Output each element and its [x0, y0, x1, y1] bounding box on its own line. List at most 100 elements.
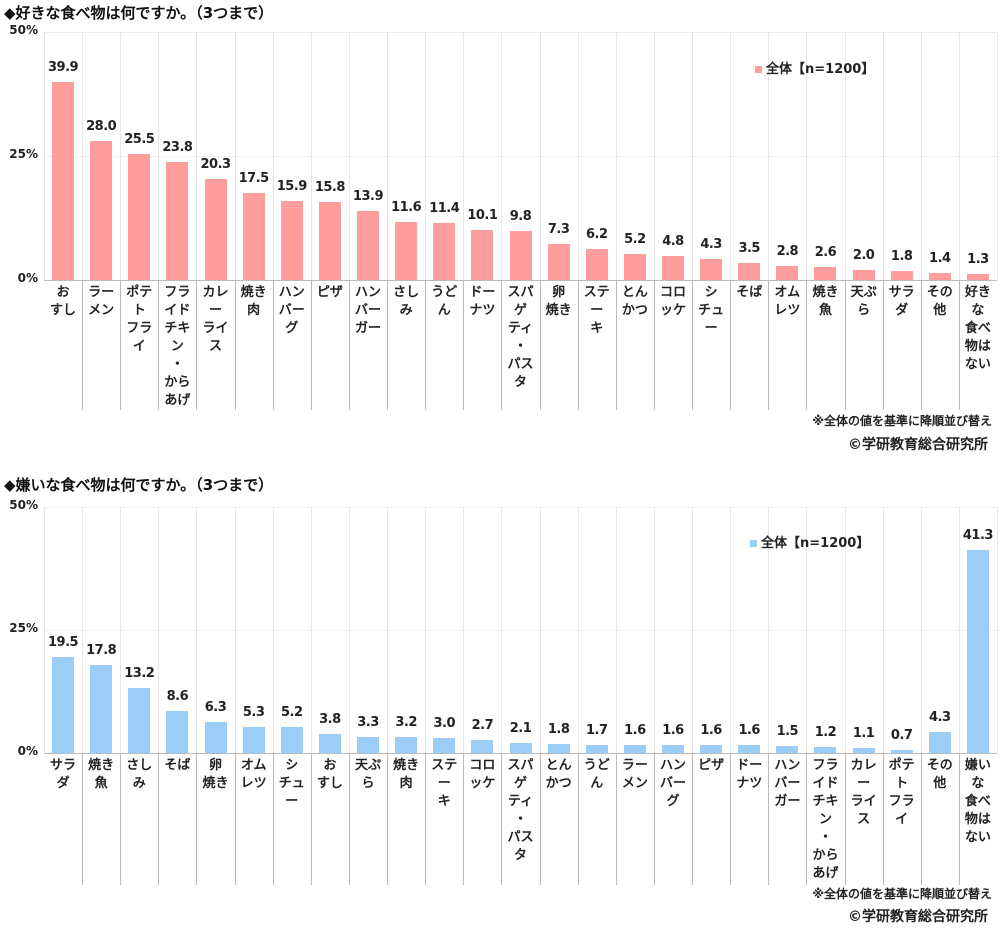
bar [166, 161, 189, 280]
bar [242, 726, 265, 753]
category-separator [577, 753, 579, 885]
category-separator [463, 753, 465, 885]
bar [776, 745, 799, 753]
category-label: コロ ッケ [469, 758, 496, 791]
value-label: 0.7 [890, 727, 913, 743]
category-label: ポテ ト フラ イ [888, 758, 915, 827]
gridline-v [272, 32, 274, 280]
bar [204, 179, 227, 280]
category-separator [158, 753, 160, 885]
bar [509, 231, 532, 280]
value-label: 1.3 [967, 251, 989, 267]
category-label: カレ ー ライ ス [850, 758, 877, 827]
value-label: 13.9 [352, 189, 384, 205]
gridline-h [44, 32, 997, 33]
category-separator [653, 280, 655, 410]
gridline-v [692, 32, 694, 280]
bar [966, 273, 989, 280]
value-label: 1.4 [929, 251, 951, 267]
bar [852, 747, 875, 753]
bar [471, 229, 494, 280]
value-label: 5.3 [242, 704, 265, 720]
value-label: 13.2 [124, 666, 155, 682]
category-label: うど ん [431, 285, 458, 318]
category-label: 焼き 肉 [393, 758, 420, 791]
value-label: 3.5 [738, 240, 760, 256]
value-label: 1.2 [814, 725, 837, 741]
bar [890, 271, 913, 280]
bar [128, 688, 151, 753]
bar [928, 273, 951, 280]
bar [738, 745, 761, 753]
gridline-v [234, 32, 236, 280]
gridline-v [577, 507, 579, 753]
bar [280, 201, 303, 280]
bar [928, 731, 951, 753]
gridline-v [615, 507, 617, 753]
value-label: 1.7 [585, 722, 608, 738]
value-label: 2.7 [471, 717, 494, 733]
bar [661, 745, 684, 753]
category-separator [234, 280, 236, 410]
gridline-v [234, 507, 236, 753]
category-separator [425, 753, 427, 885]
category-separator [920, 280, 922, 410]
category-label: フラ イド チキ ン ・ から あげ [164, 285, 191, 408]
value-label: 7.3 [547, 221, 570, 237]
gridline-v [615, 32, 617, 280]
bar [890, 749, 913, 753]
value-label: 28.0 [86, 119, 117, 135]
category-separator [348, 280, 350, 410]
value-label: 10.1 [467, 207, 498, 223]
category-label: ドー ナツ [736, 758, 763, 791]
y-tick-label: 0% [17, 744, 38, 758]
category-separator [387, 753, 389, 885]
category-label: ピザ [316, 285, 343, 300]
value-label: 39.9 [48, 60, 79, 76]
gridline-v [806, 32, 808, 280]
category-label: オム レツ [774, 285, 801, 318]
value-label: 5.2 [281, 705, 303, 721]
category-label: シ チュ ー [698, 285, 725, 336]
legend-label: 全体【n=1200】 [766, 62, 875, 77]
category-separator [768, 280, 770, 410]
gridline-v [463, 507, 465, 753]
category-label: 卵 焼き [545, 285, 572, 318]
gridline-h [44, 507, 997, 508]
category-label: 天ぷ ら [850, 285, 877, 318]
category-label: シ チュ ー [278, 758, 305, 809]
value-label: 1.6 [738, 723, 760, 739]
category-separator [196, 280, 198, 410]
category-label: ドー ナツ [469, 285, 496, 318]
gridline-v [387, 32, 389, 280]
value-label: 1.8 [547, 722, 570, 738]
value-label: 15.8 [314, 179, 346, 195]
value-label: 9.8 [509, 209, 532, 225]
gridline-v [768, 507, 770, 753]
category-label: さし み [393, 285, 420, 318]
bar [52, 657, 75, 753]
category-separator [310, 753, 312, 885]
value-label: 1.6 [624, 723, 646, 739]
category-label: 好き な 食べ 物は ない [964, 285, 991, 372]
bar [395, 737, 418, 753]
value-label: 17.8 [86, 643, 117, 659]
category-label: フラ イド チキ ン ・ から あげ [812, 758, 839, 881]
category-separator [730, 753, 732, 885]
legend-swatch [750, 540, 757, 547]
bar [547, 243, 570, 280]
value-label: 20.3 [200, 157, 231, 173]
category-label: 卵 焼き [202, 758, 229, 791]
bar [52, 82, 75, 280]
bar [471, 739, 494, 753]
category-label: サラ ダ [888, 285, 915, 318]
gridline-v [425, 507, 427, 753]
category-label: ハン バー グ [278, 285, 305, 336]
category-label: 焼き 肉 [240, 285, 267, 318]
value-label: 1.8 [890, 249, 913, 265]
category-label: さし み [126, 758, 153, 791]
gridline-v [120, 32, 122, 280]
y-tick-label: 50% [9, 498, 38, 512]
gridline-v [501, 507, 503, 753]
